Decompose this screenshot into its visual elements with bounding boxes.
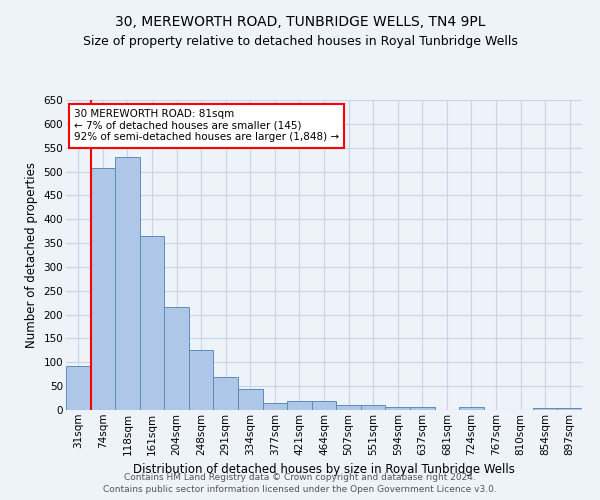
Bar [164,308,189,410]
Bar [140,236,164,410]
Bar [385,406,410,410]
Bar [238,390,263,410]
Bar [410,407,434,410]
Bar [91,168,115,410]
Text: Size of property relative to detached houses in Royal Tunbridge Wells: Size of property relative to detached ho… [83,35,517,48]
Bar [263,403,287,410]
Bar [312,401,336,410]
Bar [214,376,238,410]
Text: Contains public sector information licensed under the Open Government Licence v3: Contains public sector information licen… [103,485,497,494]
Y-axis label: Number of detached properties: Number of detached properties [25,162,38,348]
Text: 30 MEREWORTH ROAD: 81sqm
← 7% of detached houses are smaller (145)
92% of semi-d: 30 MEREWORTH ROAD: 81sqm ← 7% of detache… [74,110,339,142]
Bar [189,350,214,410]
Bar [533,408,557,410]
X-axis label: Distribution of detached houses by size in Royal Tunbridge Wells: Distribution of detached houses by size … [133,463,515,476]
Text: Contains HM Land Registry data © Crown copyright and database right 2024.: Contains HM Land Registry data © Crown c… [124,472,476,482]
Bar [361,405,385,410]
Bar [115,157,140,410]
Bar [66,366,91,410]
Bar [459,407,484,410]
Bar [336,405,361,410]
Bar [557,408,582,410]
Text: 30, MEREWORTH ROAD, TUNBRIDGE WELLS, TN4 9PL: 30, MEREWORTH ROAD, TUNBRIDGE WELLS, TN4… [115,15,485,29]
Bar [287,401,312,410]
